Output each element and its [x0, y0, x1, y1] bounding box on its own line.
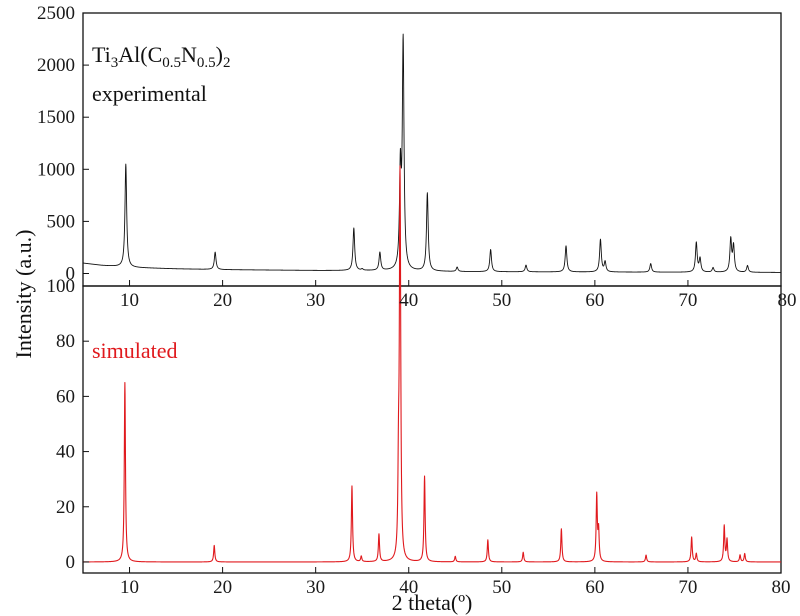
- y-tick-label: 0: [66, 263, 76, 284]
- formula-text: Ti: [92, 42, 111, 67]
- experimental-pattern-line: [82, 33, 782, 273]
- x-tick-label: 80: [772, 577, 791, 598]
- x-tick-label: 10: [120, 577, 139, 598]
- x-tick-label: 70: [678, 290, 697, 311]
- x-axis-title: 2 theta(º): [392, 590, 473, 615]
- formula-text: N: [181, 42, 197, 67]
- y-tick-label: 60: [56, 386, 75, 407]
- top-y-axis-ticks: 0 500 1000 1500 2000 2500: [37, 3, 89, 284]
- top-x-axis-ticks: 10 20 30 40 50 60 70 80: [120, 280, 797, 311]
- y-tick-label: 2500: [37, 3, 75, 24]
- bottom-y-axis-ticks: 0 20 40 60 80 100: [47, 276, 89, 573]
- y-axis-title: Intensity (a.u.): [11, 230, 36, 359]
- y-tick-label: 100: [47, 276, 76, 297]
- x-tick-label: 70: [678, 577, 697, 598]
- y-tick-label: 1500: [37, 107, 75, 128]
- y-tick-label: 40: [56, 442, 75, 463]
- experimental-label: experimental: [92, 81, 207, 106]
- y-tick-label: 2000: [37, 55, 75, 76]
- y-tick-label: 1000: [37, 159, 75, 180]
- x-tick-label: 80: [778, 290, 797, 311]
- x-tick-label: 40: [399, 290, 418, 311]
- simulated-pattern-line: [82, 165, 782, 563]
- x-tick-label: 10: [120, 290, 139, 311]
- x-tick-label: 50: [492, 577, 511, 598]
- formula-annotation: Ti3Al(C0.5N0.5)2: [92, 42, 231, 71]
- x-tick-label: 30: [306, 577, 325, 598]
- y-tick-label: 80: [56, 331, 75, 352]
- formula-text: Al(C: [118, 42, 162, 67]
- y-tick-label: 500: [47, 211, 76, 232]
- formula-text: ): [216, 42, 223, 67]
- x-tick-label: 60: [585, 290, 604, 311]
- bottom-x-axis-ticks: 10 20 30 40 50 60 70 80: [120, 567, 791, 598]
- bottom-plot-frame: [82, 285, 782, 574]
- x-tick-label: 20: [213, 577, 232, 598]
- formula-subscript: 0.5: [162, 55, 181, 71]
- x-tick-label: 40: [399, 577, 418, 598]
- formula-subscript: 0.5: [197, 55, 216, 71]
- x-tick-label: 50: [492, 290, 511, 311]
- x-tick-label: 30: [306, 290, 325, 311]
- x-tick-label: 20: [213, 290, 232, 311]
- formula-subscript: 3: [111, 55, 119, 71]
- simulated-label: simulated: [92, 338, 178, 363]
- y-tick-label: 20: [56, 497, 75, 518]
- y-tick-label: 0: [66, 552, 76, 573]
- formula-subscript: 2: [223, 55, 231, 71]
- x-tick-label: 60: [585, 577, 604, 598]
